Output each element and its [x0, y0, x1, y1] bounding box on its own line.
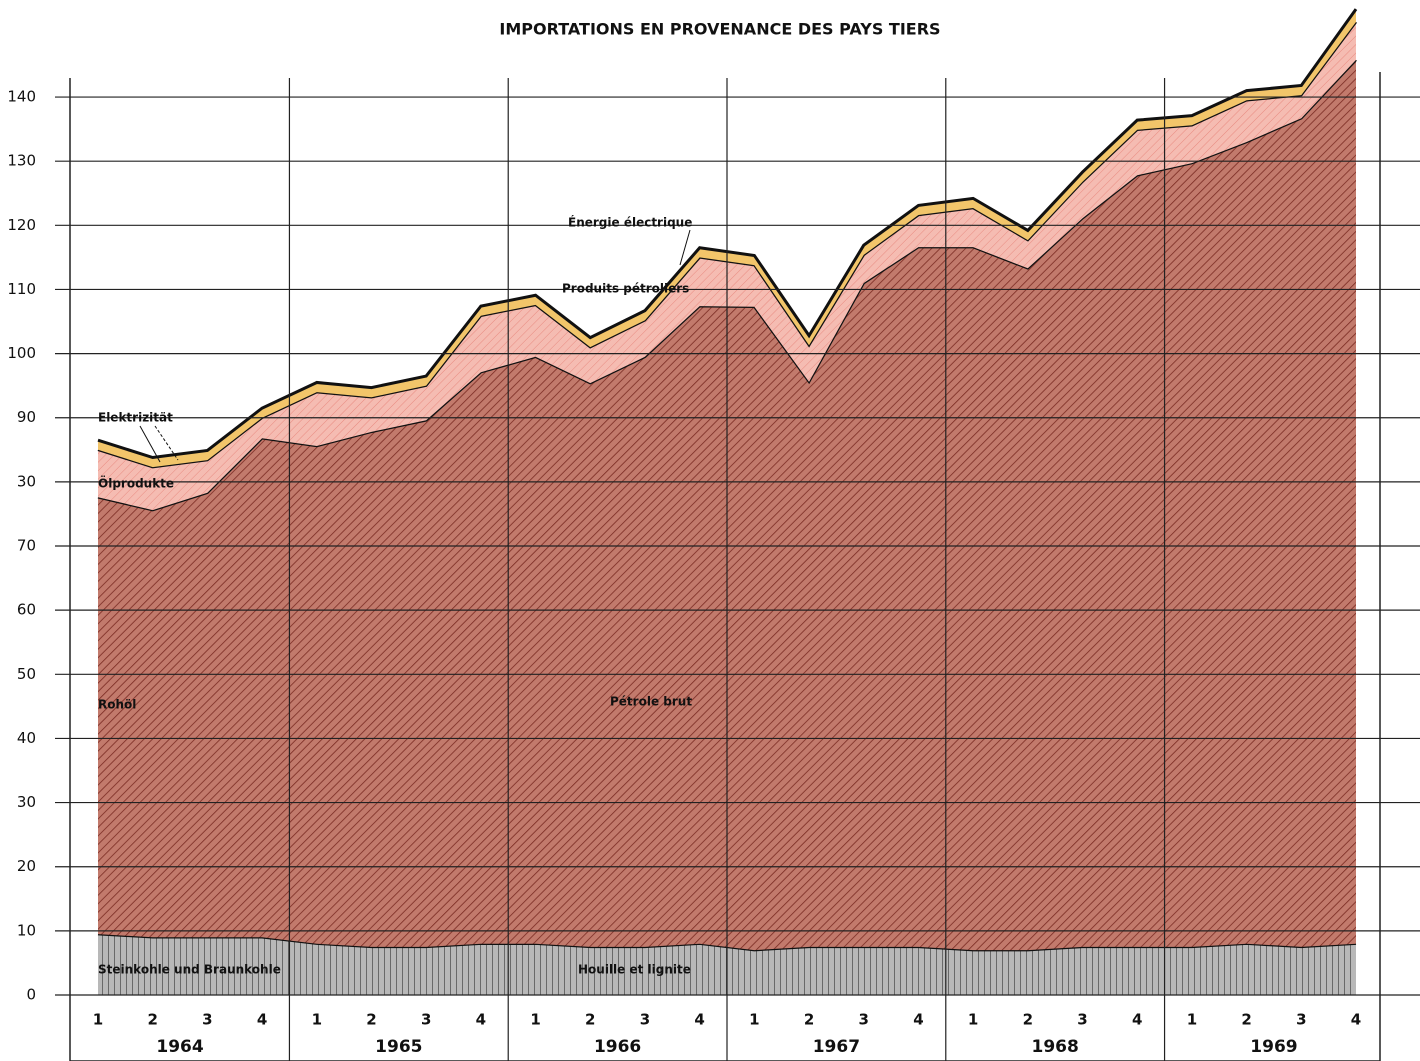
year-label: 1967	[813, 1037, 860, 1057]
y-tick-label: 30	[17, 793, 36, 811]
y-tick-label: 30	[17, 472, 36, 490]
y-tick-label: 60	[17, 601, 36, 619]
leader	[154, 425, 179, 461]
chart-title: IMPORTATIONS EN PROVENANCE DES PAYS TIER…	[499, 20, 940, 39]
x-tick-label: 4	[1132, 1011, 1142, 1029]
series-label-fr: Pétrole brut	[610, 695, 692, 709]
x-tick-label: 1	[749, 1011, 759, 1029]
y-tick-label: 110	[7, 280, 36, 298]
series-label: Elektrizität	[98, 411, 173, 425]
y-tick-label: 130	[7, 152, 36, 170]
x-tick-label: 4	[1351, 1011, 1361, 1029]
x-tick-label: 4	[476, 1011, 486, 1029]
grid	[55, 72, 1420, 1061]
x-tick-label: 2	[585, 1011, 595, 1029]
x-tick-label: 4	[694, 1011, 704, 1029]
y-tick-label: 0	[26, 986, 36, 1004]
x-tick-label: 2	[147, 1011, 157, 1029]
year-label: 1969	[1250, 1037, 1297, 1057]
series-label-fr: Houille et lignite	[578, 963, 691, 977]
y-tick-label: 20	[17, 857, 36, 875]
y-tick-label: 40	[17, 729, 36, 747]
y-tick-label: 120	[7, 216, 36, 234]
x-tick-label: 1	[93, 1011, 103, 1029]
y-tick-label: 50	[17, 665, 36, 683]
x-tick-label: 2	[1023, 1011, 1033, 1029]
y-tick-label: 140	[7, 88, 36, 106]
x-tick-label: 1	[1187, 1011, 1197, 1029]
series-label: Ölprodukte	[98, 476, 174, 491]
x-tick-label: 1	[968, 1011, 978, 1029]
leader	[679, 229, 691, 266]
x-tick-label: 3	[202, 1011, 212, 1029]
x-tick-label: 2	[1241, 1011, 1251, 1029]
leader	[139, 425, 161, 463]
y-tick-label: 10	[17, 921, 36, 939]
x-tick-label: 2	[804, 1011, 814, 1029]
x-tick-label: 3	[1296, 1011, 1306, 1029]
y-tick-label: 90	[17, 408, 36, 426]
x-tick-label: 4	[913, 1011, 923, 1029]
year-label: 1968	[1032, 1037, 1079, 1057]
x-tick-label: 3	[421, 1011, 431, 1029]
series-label: Rohöl	[98, 698, 136, 712]
x-tick-label: 2	[366, 1011, 376, 1029]
x-tick-label: 1	[530, 1011, 540, 1029]
x-tick-label: 3	[859, 1011, 869, 1029]
x-tick-label: 3	[1077, 1011, 1087, 1029]
year-label: 1964	[156, 1037, 203, 1057]
series-label-fr: Énergie électrique	[568, 215, 692, 230]
x-tick-label: 4	[257, 1011, 267, 1029]
x-tick-label: 3	[640, 1011, 650, 1029]
x-tick-label: 1	[312, 1011, 322, 1029]
year-label: 1965	[375, 1037, 422, 1057]
series-label-fr: Produits pétroliers	[562, 282, 689, 296]
y-tick-label: 70	[17, 537, 36, 555]
series-label: Steinkohle und Braunkohle	[98, 963, 281, 977]
y-tick-label: 100	[7, 344, 36, 362]
year-label: 1966	[594, 1037, 641, 1057]
